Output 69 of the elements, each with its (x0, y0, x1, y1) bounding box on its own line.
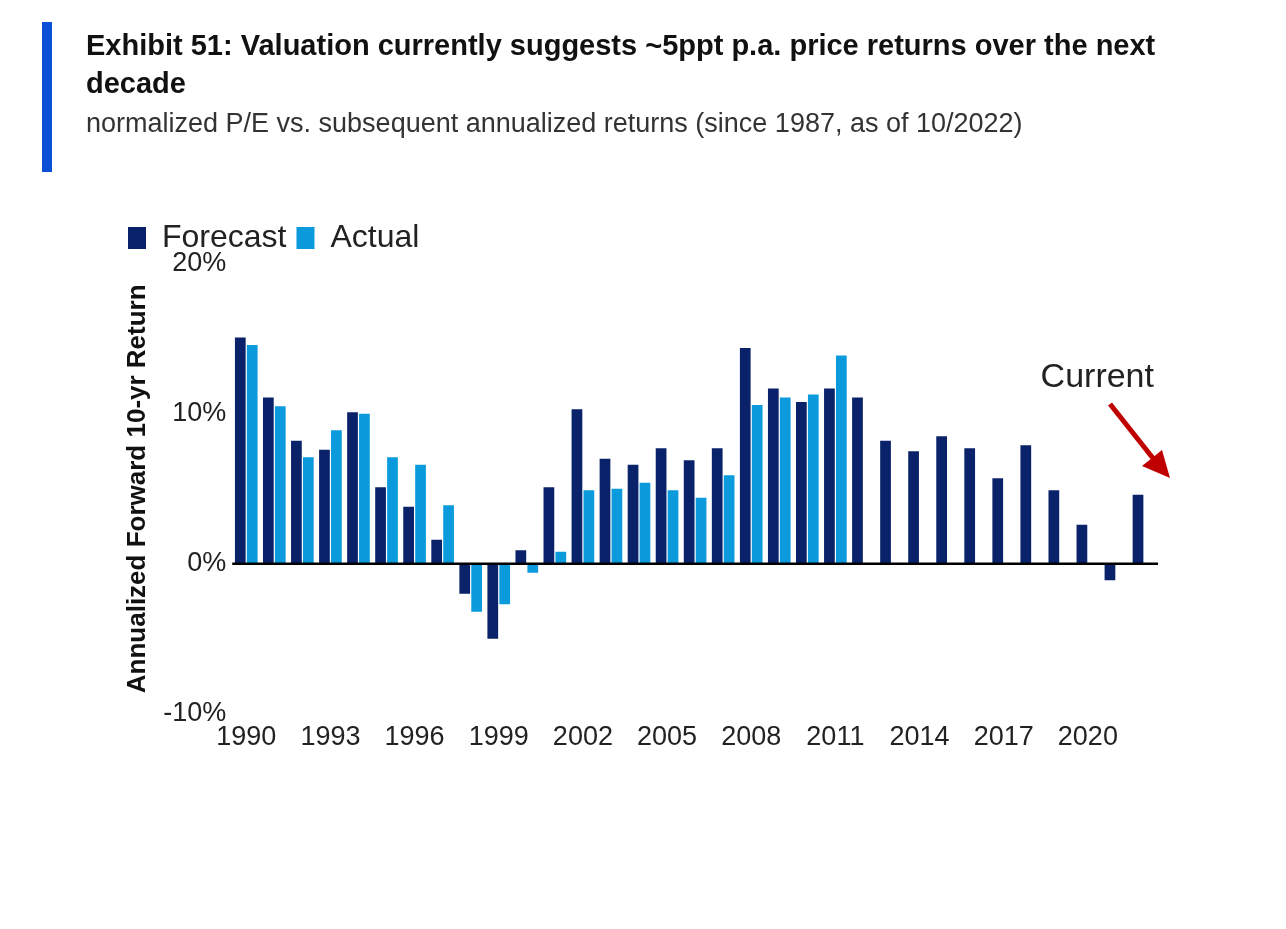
bar (880, 440, 891, 564)
bar (583, 490, 595, 564)
chart-subtitle: normalized P/E vs. subsequent annualized returns (since 1987, as of 10/2022) (86, 107, 1024, 140)
x-tick-label: 1999 (468, 721, 529, 752)
bar (1132, 494, 1144, 564)
x-tick-label: 2017 (973, 721, 1034, 752)
x-tick-label: 2020 (1057, 721, 1118, 752)
bar (639, 482, 651, 564)
bar (627, 464, 639, 564)
bar (824, 388, 835, 564)
x-tick-label: 1996 (384, 721, 445, 752)
x-tick-label: 1993 (300, 721, 361, 752)
bar (459, 563, 471, 594)
bar (852, 397, 863, 564)
bar (246, 344, 258, 564)
bar (695, 497, 707, 564)
bar (711, 448, 723, 564)
bar (319, 449, 330, 564)
bar (347, 412, 358, 564)
bar (779, 397, 791, 564)
bar (1048, 490, 1060, 564)
bar (274, 406, 286, 564)
x-tick-label: 1990 (216, 721, 277, 752)
x-tick-label: 2008 (721, 721, 782, 752)
bar (908, 451, 919, 564)
bar (234, 337, 246, 564)
bar (387, 457, 398, 564)
bar (723, 475, 735, 564)
bar (543, 487, 555, 564)
bar (415, 464, 426, 564)
bar (611, 488, 623, 564)
y-tick-label: 10% (172, 397, 227, 428)
bar (443, 505, 454, 564)
bar (992, 478, 1004, 564)
bar (599, 458, 611, 564)
x-tick-label: 2005 (637, 721, 698, 752)
bar (936, 436, 947, 564)
chart-title: Exhibit 51: Valuation currently suggests ~5ppt p.a. price returns over the next decade (86, 28, 1157, 101)
bar (331, 430, 342, 564)
bar (964, 448, 976, 564)
bar (262, 397, 274, 564)
bar (683, 460, 695, 564)
bar (403, 506, 414, 564)
x-tick-label: 2011 (806, 721, 865, 752)
bar (499, 563, 511, 605)
bar (571, 409, 583, 564)
bar (807, 394, 819, 564)
bar (359, 413, 370, 564)
y-axis-title: Annualized Forward 10-yr Return (120, 284, 151, 694)
bar (375, 487, 386, 564)
bar (667, 490, 679, 564)
bar (835, 355, 847, 564)
bar (487, 563, 499, 639)
bar (767, 388, 779, 564)
y-tick-label: 20% (172, 247, 227, 278)
annotation: Current (1040, 356, 1155, 395)
bar (751, 404, 763, 564)
bar (1020, 445, 1032, 564)
x-tick-label: 2014 (889, 721, 950, 752)
x-tick-label: 2002 (552, 721, 613, 752)
bar (431, 539, 443, 564)
bar (796, 401, 807, 564)
bar (739, 347, 751, 564)
bar (655, 448, 667, 564)
bar (471, 563, 483, 612)
legend-label: Actual (330, 217, 420, 254)
y-tick-label: 0% (187, 547, 227, 578)
bar (291, 440, 302, 564)
bar (302, 457, 314, 564)
